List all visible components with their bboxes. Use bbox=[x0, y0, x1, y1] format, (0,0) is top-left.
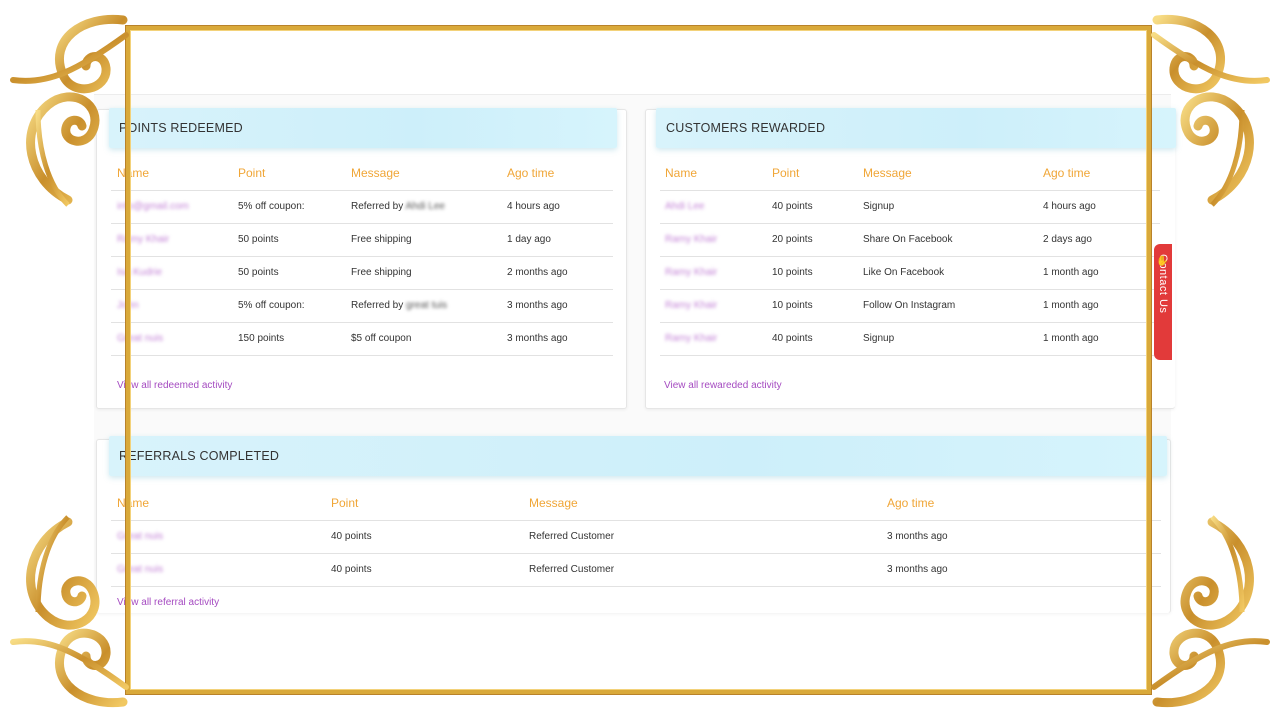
table-row: John 5% off coupon: Referred by great tu… bbox=[111, 289, 613, 323]
table-row: Ramy Khair 20 points Share On Facebook 2… bbox=[660, 223, 1160, 257]
ago-cell: 4 hours ago bbox=[507, 190, 613, 224]
ago-cell: 4 hours ago bbox=[1043, 190, 1160, 224]
customer-name-link[interactable]: Isa Kudrie bbox=[111, 256, 238, 290]
column-header: Name bbox=[660, 156, 772, 191]
message-cell: Referred Customer bbox=[529, 520, 887, 554]
point-cell: 40 points bbox=[772, 322, 863, 356]
view-all-referral-link[interactable]: View all referral activity bbox=[117, 597, 220, 608]
point-cell: 10 points bbox=[772, 256, 863, 290]
message-cell: Free shipping bbox=[351, 223, 507, 257]
customer-name-link[interactable]: John bbox=[111, 289, 238, 323]
customer-name-link[interactable]: Ramy Khair bbox=[660, 256, 772, 290]
message-cell: Share On Facebook bbox=[863, 223, 1043, 257]
message-cell: Referred Customer bbox=[529, 553, 887, 587]
customer-name-link[interactable]: Ahdi Lee bbox=[660, 190, 772, 224]
contact-us-tab[interactable]: Contact Us ✋ bbox=[1154, 244, 1172, 360]
column-header: Ago time bbox=[887, 486, 1161, 521]
point-cell: 10 points bbox=[772, 289, 863, 323]
table-row: Ramy Khair 10 points Follow On Instagram… bbox=[660, 289, 1160, 323]
column-header: Name bbox=[111, 486, 331, 521]
customer-name-link[interactable]: Great nuis bbox=[111, 553, 331, 587]
hand-icon: ✋ bbox=[1157, 254, 1168, 267]
customer-name-link[interactable]: Great nuis bbox=[111, 520, 331, 554]
message-cell: Signup bbox=[863, 190, 1043, 224]
card-title: REFERRALS COMPLETED bbox=[119, 449, 280, 463]
table-header-row: Name Point Message Ago time bbox=[660, 156, 1160, 191]
ago-cell: 2 months ago bbox=[507, 256, 613, 290]
ago-cell: 2 days ago bbox=[1043, 223, 1160, 257]
table-row: Great nuis 150 points $5 off coupon 3 mo… bbox=[111, 322, 613, 356]
table-row: info@gmail.com 5% off coupon: Referred b… bbox=[111, 190, 613, 224]
column-header: Name bbox=[111, 156, 238, 191]
referrals-completed-header: REFERRALS COMPLETED bbox=[109, 436, 1167, 476]
column-header: Ago time bbox=[507, 156, 613, 191]
ago-cell: 1 day ago bbox=[507, 223, 613, 257]
table-row: Ramy Khair 50 points Free shipping 1 day… bbox=[111, 223, 613, 257]
dashboard-page: POINTS REDEEMED Name Point Message Ago t… bbox=[94, 94, 1176, 613]
column-header: Point bbox=[331, 486, 529, 521]
point-cell: 50 points bbox=[238, 256, 351, 290]
point-cell: 40 points bbox=[331, 520, 529, 554]
customer-name-link[interactable]: info@gmail.com bbox=[111, 190, 238, 224]
ago-cell: 3 months ago bbox=[887, 553, 1161, 587]
ago-cell: 1 month ago bbox=[1043, 322, 1160, 356]
referrals-completed-card: REFERRALS COMPLETED Name Point Message A… bbox=[96, 436, 1171, 613]
column-header: Message bbox=[529, 486, 887, 521]
message-cell: $5 off coupon bbox=[351, 322, 507, 356]
column-header: Message bbox=[351, 156, 507, 191]
customer-name-link[interactable]: Great nuis bbox=[111, 322, 238, 356]
point-cell: 150 points bbox=[238, 322, 351, 356]
customers-rewarded-header: CUSTOMERS REWARDED bbox=[656, 108, 1176, 148]
table-row: Ahdi Lee 40 points Signup 4 hours ago bbox=[660, 190, 1160, 224]
points-redeemed-table: Name Point Message Ago time info@gmail.c… bbox=[111, 156, 613, 356]
customer-name-link[interactable]: Ramy Khair bbox=[660, 322, 772, 356]
customer-name-link[interactable]: Ramy Khair bbox=[660, 289, 772, 323]
ago-cell: 3 months ago bbox=[507, 289, 613, 323]
points-redeemed-card: POINTS REDEEMED Name Point Message Ago t… bbox=[96, 108, 627, 409]
customers-rewarded-card: CUSTOMERS REWARDED Name Point Message Ag… bbox=[645, 108, 1176, 409]
table-row: Ramy Khair 40 points Signup 1 month ago bbox=[660, 322, 1160, 356]
contact-us-label: Contact Us bbox=[1157, 254, 1169, 314]
point-cell: 40 points bbox=[331, 553, 529, 587]
customers-rewarded-table: Name Point Message Ago time Ahdi Lee 40 … bbox=[660, 156, 1160, 356]
table-row: Great nuis 40 points Referred Customer 3… bbox=[111, 553, 1161, 587]
table-row: Great nuis 40 points Referred Customer 3… bbox=[111, 520, 1161, 554]
column-header: Point bbox=[772, 156, 863, 191]
table-row: Ramy Khair 10 points Like On Facebook 1 … bbox=[660, 256, 1160, 290]
view-all-rewarded-link[interactable]: View all rewareded activity bbox=[664, 380, 782, 391]
message-cell: Free shipping bbox=[351, 256, 507, 290]
point-cell: 50 points bbox=[238, 223, 351, 257]
referrals-completed-table: Name Point Message Ago time Great nuis 4… bbox=[111, 486, 1161, 587]
message-cell: Follow On Instagram bbox=[863, 289, 1043, 323]
point-cell: 40 points bbox=[772, 190, 863, 224]
point-cell: 5% off coupon: bbox=[238, 190, 351, 224]
customer-name-link[interactable]: Ramy Khair bbox=[660, 223, 772, 257]
message-cell: Referred by Ahdi Lee bbox=[351, 190, 507, 224]
column-header: Ago time bbox=[1043, 156, 1160, 191]
column-header: Point bbox=[238, 156, 351, 191]
points-redeemed-header: POINTS REDEEMED bbox=[109, 108, 617, 148]
ago-cell: 1 month ago bbox=[1043, 256, 1160, 290]
ago-cell: 1 month ago bbox=[1043, 289, 1160, 323]
customer-name-link[interactable]: Ramy Khair bbox=[111, 223, 238, 257]
message-cell: Signup bbox=[863, 322, 1043, 356]
table-header-row: Name Point Message Ago time bbox=[111, 156, 613, 191]
point-cell: 5% off coupon: bbox=[238, 289, 351, 323]
card-title: POINTS REDEEMED bbox=[119, 121, 243, 135]
ago-cell: 3 months ago bbox=[507, 322, 613, 356]
column-header: Message bbox=[863, 156, 1043, 191]
table-header-row: Name Point Message Ago time bbox=[111, 486, 1161, 521]
view-all-redeemed-link[interactable]: View all redeemed activity bbox=[117, 380, 233, 391]
table-row: Isa Kudrie 50 points Free shipping 2 mon… bbox=[111, 256, 613, 290]
point-cell: 20 points bbox=[772, 223, 863, 257]
card-title: CUSTOMERS REWARDED bbox=[666, 121, 826, 135]
message-cell: Referred by great tuis bbox=[351, 289, 507, 323]
message-cell: Like On Facebook bbox=[863, 256, 1043, 290]
ago-cell: 3 months ago bbox=[887, 520, 1161, 554]
